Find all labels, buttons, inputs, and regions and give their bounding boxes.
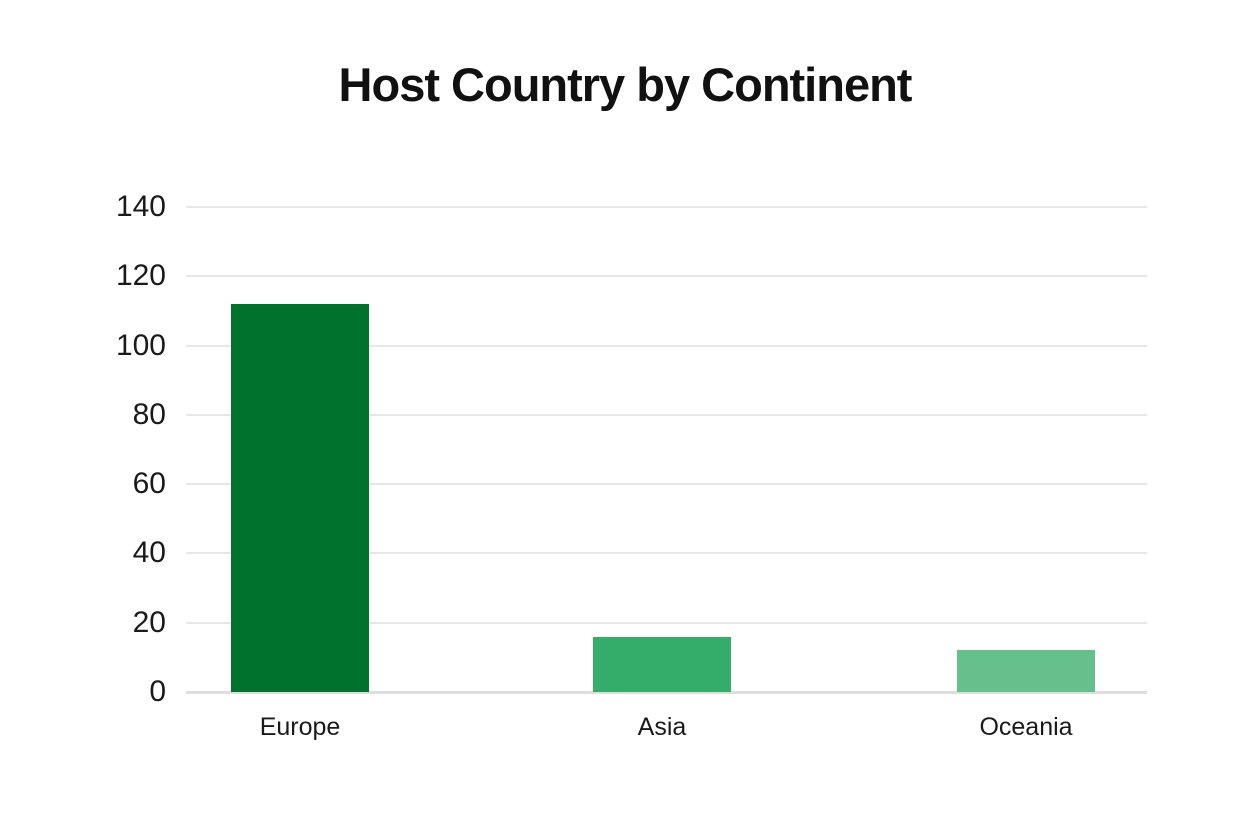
bar-asia: [593, 636, 731, 692]
y-tick-label-80: 80: [132, 397, 166, 431]
gridline-y-120: [186, 275, 1147, 278]
gridline-y-60: [186, 483, 1147, 486]
y-tick-label-120: 120: [115, 259, 166, 293]
gridline-y-20: [186, 621, 1147, 624]
x-category-label-oceania: Oceania: [979, 713, 1073, 741]
chart-title: Host Country by Continent: [338, 58, 913, 111]
x-category-label-asia: Asia: [637, 713, 687, 741]
y-tick-label-20: 20: [132, 605, 166, 639]
gridline-y-140: [186, 206, 1147, 208]
bar-europe: [231, 304, 369, 692]
x-axis-line: [186, 690, 1147, 694]
y-tick-label-40: 40: [132, 536, 166, 570]
bar-oceania: [957, 650, 1095, 692]
gridline-y-80: [186, 413, 1147, 416]
y-tick-label-140: 140: [115, 190, 166, 223]
gridline-y-100: [186, 344, 1147, 347]
y-tick-label-0: 0: [149, 675, 166, 708]
y-tick-label-100: 100: [115, 328, 166, 362]
x-category-label-europe: Europe: [259, 713, 341, 741]
gridline-y-40: [186, 552, 1147, 555]
y-tick-label-60: 60: [132, 467, 166, 501]
